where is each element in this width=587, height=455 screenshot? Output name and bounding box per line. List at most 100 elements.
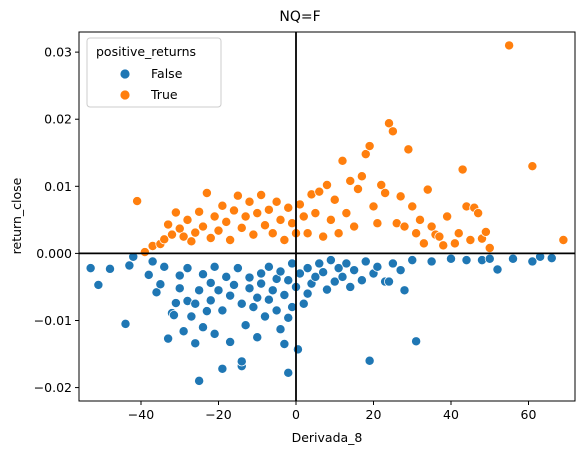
point-true-80 <box>457 164 468 175</box>
point-true-62 <box>384 118 394 129</box>
point-false-29 <box>205 277 216 288</box>
point-false-105 <box>546 253 557 264</box>
point-false-62 <box>283 312 294 323</box>
point-true-29 <box>256 190 267 201</box>
point-true-17 <box>209 211 220 222</box>
point-true-77 <box>442 211 453 222</box>
point-true-49 <box>333 228 344 239</box>
point-false-102 <box>508 253 518 264</box>
point-false-60 <box>279 290 290 300</box>
point-false-79 <box>333 263 344 274</box>
point-true-66 <box>399 221 410 232</box>
point-true-54 <box>353 184 363 194</box>
point-false-77 <box>325 255 336 266</box>
point-true-76 <box>438 240 449 251</box>
point-true-53 <box>349 221 360 232</box>
point-true-57 <box>364 141 375 152</box>
point-false-39 <box>232 263 243 274</box>
point-false-96 <box>426 256 437 267</box>
y-tick-label: 0.01 <box>44 179 72 194</box>
point-false-91 <box>387 258 398 269</box>
point-false-98 <box>461 255 472 266</box>
point-false-50 <box>256 278 267 289</box>
y-axis-label: return_close <box>9 177 24 254</box>
point-true-27 <box>248 229 259 240</box>
plot-frame <box>78 31 576 402</box>
point-true-73 <box>426 221 437 232</box>
y-tick-label: 0.03 <box>44 45 72 60</box>
point-false-8 <box>151 287 162 298</box>
point-true-65 <box>395 191 406 202</box>
point-false-83 <box>349 265 360 276</box>
point-false-81 <box>341 258 352 269</box>
point-false-71 <box>302 263 313 274</box>
point-true-87 <box>484 243 495 254</box>
point-false-58 <box>275 266 286 277</box>
point-true-90 <box>558 235 569 245</box>
point-false-95 <box>411 336 422 347</box>
point-false-84 <box>356 275 367 286</box>
legend-marker-true <box>119 89 131 101</box>
point-false-85 <box>360 256 371 267</box>
point-false-57 <box>275 324 286 335</box>
point-false-7 <box>147 256 158 267</box>
point-false-35 <box>221 271 232 282</box>
point-true-79 <box>453 228 464 239</box>
point-false-15 <box>174 270 185 281</box>
point-false-37 <box>225 290 236 301</box>
point-true-9 <box>178 231 189 242</box>
point-true-71 <box>418 238 429 249</box>
point-false-69 <box>298 298 309 309</box>
point-false-23 <box>194 375 205 386</box>
point-false-41 <box>236 356 247 367</box>
point-true-78 <box>449 238 460 249</box>
x-tick-label: 60 <box>521 407 537 422</box>
point-true-75 <box>434 231 445 242</box>
legend-label-false: False <box>151 66 183 81</box>
point-false-78 <box>329 276 340 287</box>
point-false-44 <box>244 283 255 294</box>
point-false-10 <box>159 261 170 272</box>
y-tick-label: −0.02 <box>34 380 72 395</box>
point-true-30 <box>260 220 270 231</box>
point-true-72 <box>422 184 433 195</box>
point-false-27 <box>201 306 212 317</box>
point-true-20 <box>221 216 232 227</box>
y-tick-label: 0.000 <box>36 246 72 261</box>
point-true-60 <box>376 179 387 190</box>
point-false-90 <box>384 276 394 287</box>
point-true-22 <box>229 205 239 216</box>
point-false-21 <box>190 338 201 349</box>
point-false-101 <box>492 264 503 275</box>
point-false-51 <box>260 311 270 322</box>
point-false-25 <box>198 322 208 333</box>
point-false-76 <box>322 284 332 295</box>
point-false-52 <box>263 294 274 305</box>
point-false-48 <box>252 332 263 343</box>
y-tick-label: −0.01 <box>34 313 72 328</box>
point-false-86 <box>364 355 375 366</box>
point-false-13 <box>168 310 179 321</box>
x-tick-label: −20 <box>205 407 231 422</box>
point-true-50 <box>337 155 348 166</box>
point-false-59 <box>279 338 290 349</box>
x-axis-ticks: −40 −20 0 20 40 60 <box>128 401 537 422</box>
point-true-41 <box>302 228 313 239</box>
point-false-73 <box>310 271 321 282</box>
point-false-20 <box>186 311 197 322</box>
point-false-30 <box>209 328 220 339</box>
point-true-55 <box>356 171 367 182</box>
point-true-13 <box>194 206 205 217</box>
point-true-40 <box>298 211 309 222</box>
point-true-45 <box>318 231 329 242</box>
point-true-31 <box>263 204 274 215</box>
point-false-18 <box>182 263 193 274</box>
y-axis-ticks: −0.02 −0.01 0.000 0.01 0.02 0.03 <box>34 45 79 395</box>
point-true-25 <box>240 211 251 222</box>
point-false-24 <box>194 285 205 296</box>
point-true-34 <box>275 214 286 225</box>
point-true-70 <box>415 214 425 225</box>
point-true-5 <box>163 219 174 230</box>
point-true-46 <box>322 179 332 190</box>
